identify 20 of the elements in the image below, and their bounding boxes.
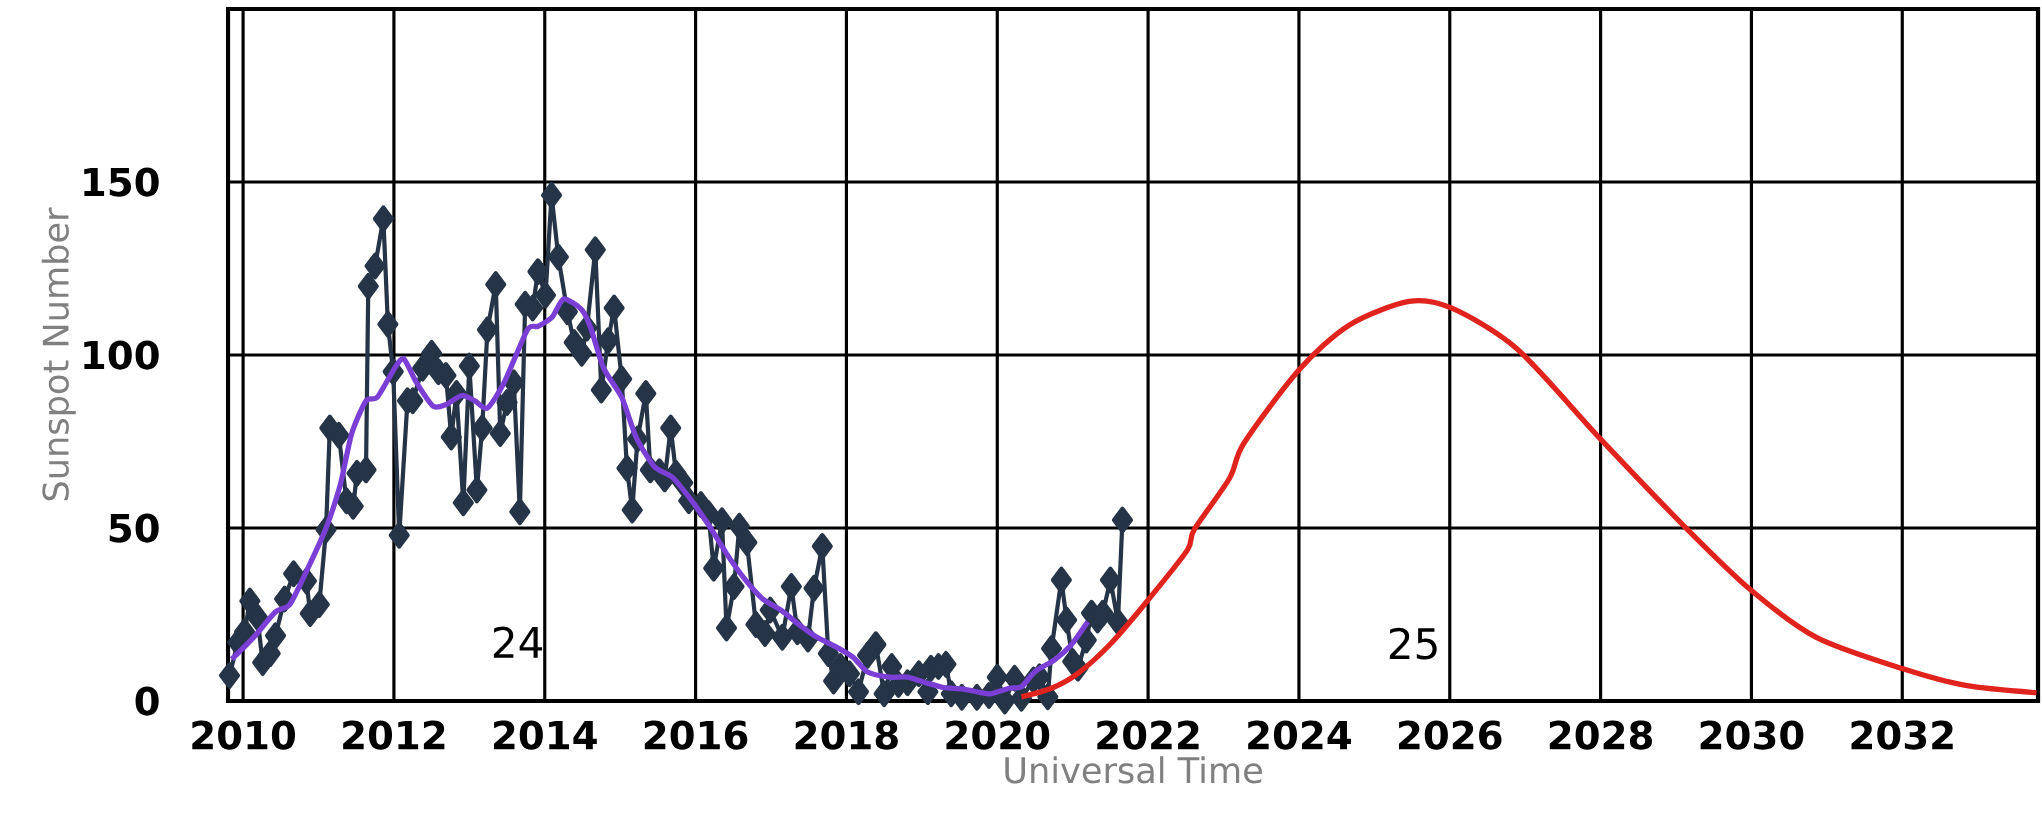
- x-tick-label: 2026: [1399, 720, 1502, 750]
- x-tick-label: 2030: [1700, 720, 1804, 750]
- x-tick-label: 2010: [192, 720, 296, 750]
- x-tick-label: 2014: [493, 720, 597, 750]
- x-tick-label: 2020: [946, 720, 1050, 750]
- x-tick-label: 2018: [795, 720, 898, 750]
- y-axis-title: Sunspot Number: [41, 207, 76, 501]
- x-tick-label: 2024: [1248, 720, 1351, 750]
- x-tick-label: 2012: [343, 720, 445, 750]
- y-tick-label: 0: [135, 686, 159, 716]
- annotation: 25: [1389, 627, 1437, 660]
- y-tick-label: 50: [109, 513, 159, 543]
- y-tick-label: 150: [84, 167, 159, 197]
- x-tick-label: 2028: [1549, 720, 1652, 750]
- annotation: 24: [493, 626, 543, 658]
- x-axis-title: Universal Time: [1005, 756, 1262, 784]
- y-tick-label: 100: [84, 340, 159, 370]
- x-tick-label: 2022: [1097, 720, 1199, 750]
- x-tick-label: 2032: [1851, 720, 1953, 750]
- x-tick-label: 2016: [644, 720, 748, 750]
